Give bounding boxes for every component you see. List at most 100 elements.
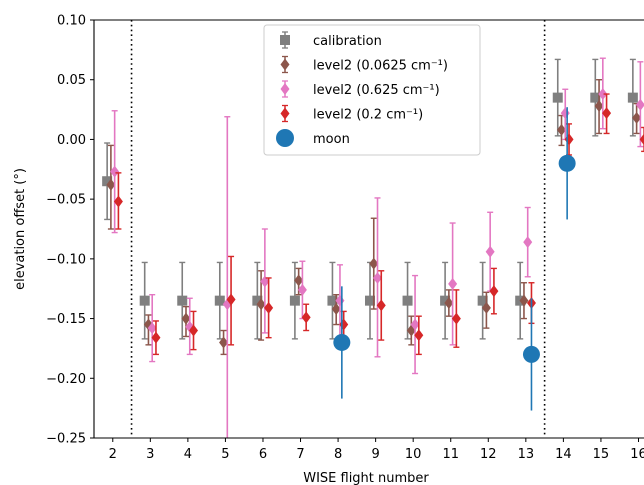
x-axis-label: WISE flight number bbox=[303, 471, 429, 485]
data-point bbox=[598, 88, 608, 101]
y-tick-label: 0.05 bbox=[57, 73, 86, 88]
x-tick-label: 12 bbox=[480, 447, 497, 462]
data-point bbox=[402, 295, 413, 306]
legend-entry-1: level2 (0.0625 cm⁻¹) bbox=[280, 55, 448, 74]
data-point bbox=[444, 297, 454, 310]
x-tick-label: 5 bbox=[221, 447, 229, 462]
data-point bbox=[189, 324, 199, 337]
x-tick-label: 16 bbox=[630, 447, 644, 462]
y-tick-label: −0.10 bbox=[46, 252, 86, 267]
data-point bbox=[448, 277, 458, 290]
legend-marker bbox=[280, 35, 290, 45]
x-tick-label: 8 bbox=[334, 447, 342, 462]
data-point bbox=[481, 301, 491, 314]
y-tick-label: −0.05 bbox=[46, 193, 86, 208]
data-point bbox=[252, 295, 263, 306]
axes: 2 3 4 5 6 7 8 9 10 11 12 13 14 15 16 −0.25 −0.20 −0.15 −0.… bbox=[46, 14, 644, 462]
data-point bbox=[113, 195, 123, 208]
legend-label: level2 (0.625 cm⁻¹) bbox=[313, 83, 440, 98]
x-tick-label: 15 bbox=[593, 447, 610, 462]
data-point bbox=[602, 107, 612, 120]
data-point bbox=[558, 154, 576, 172]
data-point bbox=[477, 295, 488, 306]
series-4 bbox=[333, 107, 576, 411]
legend-marker bbox=[280, 83, 290, 95]
data-point bbox=[181, 312, 191, 325]
series-1 bbox=[106, 79, 642, 356]
x-tick-label: 13 bbox=[518, 447, 535, 462]
legend-marker bbox=[280, 58, 290, 71]
y-tick-label: −0.15 bbox=[46, 312, 86, 327]
data-point bbox=[151, 331, 161, 344]
legend-label: calibration bbox=[313, 34, 382, 49]
y-tick-label: 0.00 bbox=[57, 133, 86, 148]
x-tick-label: 2 bbox=[109, 447, 117, 462]
data-point bbox=[264, 301, 274, 314]
data-point bbox=[301, 311, 311, 324]
x-tick-label: 4 bbox=[184, 447, 192, 462]
legend-label: moon bbox=[313, 132, 350, 147]
legend-label: level2 (0.0625 cm⁻¹) bbox=[313, 59, 448, 74]
legend: calibration level2 (0.0625 cm⁻¹) level2 (0… bbox=[263, 24, 481, 156]
data-point bbox=[214, 295, 225, 306]
data-point bbox=[489, 285, 499, 298]
data-point bbox=[552, 92, 563, 103]
data-point bbox=[410, 318, 420, 331]
data-point bbox=[219, 336, 229, 349]
data-point bbox=[557, 123, 567, 136]
legend-box bbox=[263, 24, 481, 156]
data-point bbox=[226, 293, 236, 306]
data-point bbox=[289, 295, 300, 306]
data-point bbox=[294, 274, 304, 287]
data-point bbox=[297, 283, 307, 296]
data-point bbox=[522, 345, 540, 363]
data-point bbox=[590, 92, 601, 103]
data-point bbox=[440, 295, 451, 306]
data-point bbox=[106, 178, 116, 191]
data-point bbox=[523, 236, 533, 249]
legend-entry-2: level2 (0.625 cm⁻¹) bbox=[280, 80, 440, 98]
data-point bbox=[594, 99, 604, 112]
legend-entry-4: moon bbox=[276, 129, 350, 147]
data-point bbox=[147, 322, 157, 335]
data-point bbox=[369, 257, 379, 270]
data-point bbox=[627, 92, 638, 103]
legend-marker bbox=[280, 107, 290, 120]
data-point bbox=[373, 271, 383, 284]
x-tick-label: 11 bbox=[442, 447, 459, 462]
data-point bbox=[365, 295, 375, 306]
y-tick-label: −0.20 bbox=[46, 372, 86, 387]
x-tick-label: 3 bbox=[146, 447, 154, 462]
data-point bbox=[519, 294, 529, 307]
data-point bbox=[485, 245, 495, 258]
data-point bbox=[414, 329, 424, 342]
legend-entry-0: calibration bbox=[280, 31, 382, 49]
data-point bbox=[639, 133, 644, 146]
x-tick-label: 6 bbox=[259, 447, 267, 462]
x-tick-label: 9 bbox=[371, 447, 379, 462]
data-point bbox=[177, 295, 188, 306]
data-point bbox=[376, 299, 386, 312]
plot-area bbox=[102, 20, 644, 438]
data-point bbox=[110, 165, 120, 178]
y-axis-label: elevation offset (°) bbox=[13, 168, 28, 290]
x-tick-label: 10 bbox=[405, 447, 422, 462]
data-point bbox=[256, 298, 266, 311]
x-tick-label: 7 bbox=[296, 447, 304, 462]
data-point bbox=[333, 333, 351, 351]
legend-marker bbox=[276, 129, 294, 147]
data-point bbox=[139, 295, 150, 306]
legend-entry-3: level2 (0.2 cm⁻¹) bbox=[280, 104, 423, 123]
data-point bbox=[632, 111, 642, 124]
data-point bbox=[331, 303, 341, 316]
data-point bbox=[635, 98, 644, 111]
data-point bbox=[327, 295, 338, 306]
x-tick-label: 14 bbox=[555, 447, 572, 462]
data-point bbox=[102, 176, 113, 187]
legend-label: level2 (0.2 cm⁻¹) bbox=[313, 108, 423, 123]
plot-clip-group bbox=[102, 20, 644, 438]
y-tick-label: −0.25 bbox=[46, 432, 86, 447]
data-point bbox=[451, 312, 461, 325]
y-tick-label: 0.10 bbox=[57, 14, 86, 29]
